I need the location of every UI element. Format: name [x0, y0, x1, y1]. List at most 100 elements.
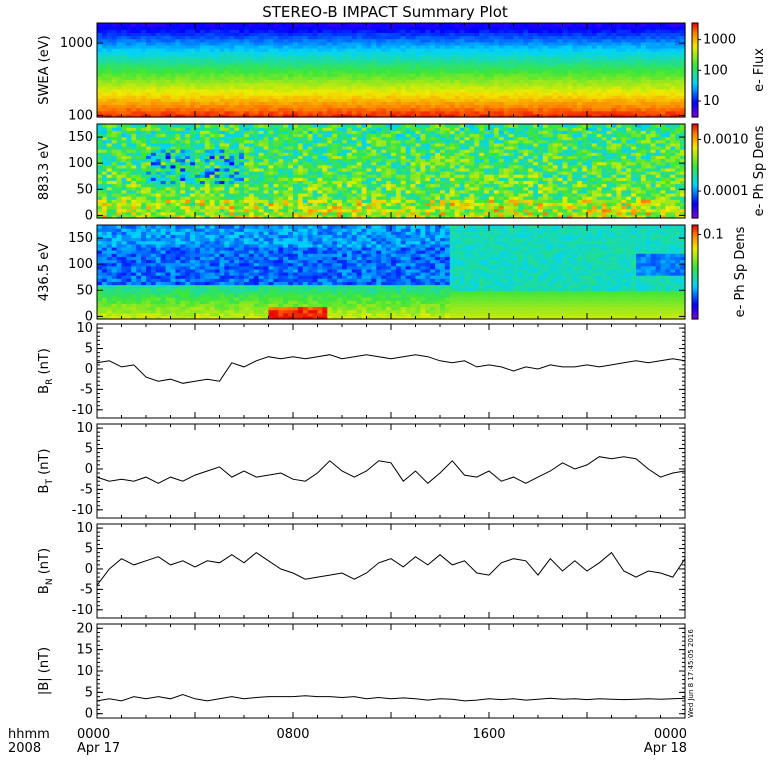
heatmap-cell	[101, 142, 108, 147]
heatmap-cell	[180, 44, 186, 49]
heatmap-cell	[204, 48, 211, 52]
heatmap-cell	[278, 26, 284, 30]
heatmap-cell	[489, 57, 495, 62]
heatmap-cell	[346, 79, 353, 84]
heatmap-cell	[342, 76, 348, 80]
heatmap-cell	[244, 101, 250, 106]
heatmap-cell	[312, 48, 319, 52]
heatmap-cell	[224, 44, 230, 49]
heatmap-cell	[386, 95, 392, 99]
heatmap-cell	[160, 104, 167, 109]
heatmap-cell	[366, 32, 372, 37]
heatmap-cell	[351, 113, 358, 118]
heatmap-cell	[645, 76, 652, 80]
heatmap-cell	[557, 91, 564, 96]
heatmap-cell	[180, 139, 186, 144]
heatmap-cell	[675, 23, 681, 27]
heatmap-cell	[435, 60, 441, 65]
heatmap-cell	[204, 66, 211, 71]
heatmap-cell	[106, 79, 113, 84]
heatmap-cell	[391, 63, 397, 68]
heatmap-cell	[199, 211, 206, 216]
heatmap-cell	[400, 23, 407, 27]
heatmap-cell	[185, 161, 191, 166]
heatmap-cell	[165, 101, 172, 106]
heatmap-cell	[582, 44, 588, 49]
heatmap-cell	[631, 35, 637, 40]
heatmap-cell	[587, 101, 593, 106]
heatmap-cell	[351, 73, 358, 77]
heatmap-cell	[302, 113, 309, 118]
heatmap-cell	[253, 60, 260, 65]
heatmap-cell	[528, 26, 534, 30]
heatmap-cell	[680, 73, 686, 77]
heatmap-cell	[97, 196, 103, 200]
heatmap-cell	[146, 211, 152, 216]
heatmap-cell	[297, 57, 304, 62]
heatmap-cell	[141, 192, 147, 197]
heatmap-cell	[97, 91, 103, 96]
heatmap-cell	[312, 54, 319, 59]
heatmap-cell	[410, 110, 417, 115]
heatmap-cell	[131, 63, 137, 68]
heatmap-cell	[239, 32, 245, 37]
heatmap-cell	[508, 88, 515, 93]
heatmap-cell	[199, 23, 206, 27]
heatmap-cell	[489, 54, 495, 59]
heatmap-cell	[195, 205, 201, 210]
heatmap-cell	[391, 101, 397, 106]
heatmap-cell	[498, 54, 505, 59]
heatmap-cell	[101, 130, 108, 134]
heatmap-cell	[479, 95, 485, 99]
heatmap-cell	[234, 152, 240, 156]
heatmap-cell	[670, 54, 676, 59]
heatmap-cell	[484, 35, 490, 40]
colorbar-segment	[692, 98, 698, 102]
heatmap-cell	[538, 44, 544, 49]
heatmap-cell	[101, 32, 108, 37]
heatmap-cell	[101, 180, 108, 185]
heatmap-cell	[97, 158, 103, 163]
heatmap-cell	[214, 23, 221, 27]
heatmap-cell	[572, 73, 578, 77]
heatmap-cell	[449, 73, 456, 77]
heatmap-cell	[420, 113, 426, 118]
heatmap-cell	[621, 73, 627, 77]
heatmap-cell	[170, 29, 176, 33]
heatmap-cell	[141, 51, 147, 55]
heatmap-cell	[229, 73, 235, 77]
heatmap-cell	[121, 29, 127, 33]
heatmap-cell	[229, 82, 235, 87]
heatmap-cell	[640, 101, 647, 106]
heatmap-cell	[400, 54, 407, 59]
heatmap-cell	[116, 177, 123, 181]
heatmap-cell	[420, 107, 426, 112]
heatmap-cell	[101, 85, 108, 90]
heatmap-cell	[474, 51, 480, 55]
heatmap-cell	[626, 98, 632, 102]
heatmap-cell	[195, 51, 201, 55]
heatmap-cell	[400, 51, 407, 55]
heatmap-cell	[415, 44, 421, 49]
heatmap-cell	[680, 88, 686, 93]
heatmap-cell	[165, 44, 172, 49]
heatmap-cell	[440, 23, 446, 27]
heatmap-cell	[425, 57, 431, 62]
heatmap-cell	[400, 38, 407, 43]
heatmap-cell	[528, 44, 534, 49]
colorbar-segment	[692, 95, 698, 99]
heatmap-cell	[459, 79, 466, 84]
heatmap-cell	[293, 66, 299, 71]
heatmap-cell	[214, 192, 221, 197]
heatmap-cell	[214, 158, 221, 163]
heatmap-cell	[258, 48, 265, 52]
heatmap-cell	[175, 32, 181, 37]
heatmap-cell	[253, 124, 260, 128]
heatmap-cell	[165, 66, 172, 71]
heatmap-cell	[204, 85, 211, 90]
heatmap-cell	[307, 26, 314, 30]
heatmap-cell	[131, 41, 137, 46]
heatmap-cell	[170, 186, 176, 191]
heatmap-cell	[670, 91, 676, 96]
heatmap-cell	[386, 23, 392, 27]
